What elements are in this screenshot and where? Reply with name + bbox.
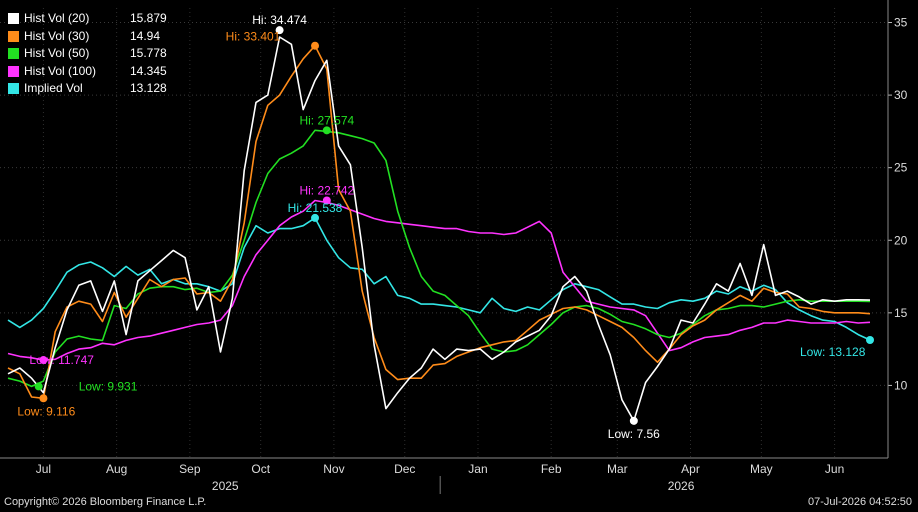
legend-series-name: Implied Vol [24,81,83,95]
legend-item: Hist Vol (50) 15.778 [8,45,167,63]
y-tick-label: 10 [894,378,908,392]
legend-series-name: Hist Vol (100) [24,63,97,78]
annotation-label: Hi: 21.538 [288,201,343,215]
series-line-2 [7,129,871,388]
annotation-dot [866,336,874,345]
legend-item: Implied Vol 13.128 [8,80,167,98]
annotation-dot [39,394,48,403]
annotation-label: Hi: 22.742 [299,183,354,197]
y-tick-label: 25 [894,161,908,175]
x-tick-label: Apr [681,462,700,476]
y-tick-label: 30 [894,88,908,102]
annotation-dot [322,126,331,135]
x-tick-label: Jan [468,462,487,476]
year-label: 2026 [668,479,695,493]
legend-series-value: 15.778 [130,46,167,60]
legend-series-value: 13.128 [130,81,167,95]
annotation-dot [39,356,48,365]
legend-swatch [8,83,19,95]
x-tick-label: Sep [179,462,201,476]
series-line-0 [7,36,871,422]
year-label: 2025 [212,479,239,493]
series-line-4 [7,217,871,341]
annotation-label: Low: 9.931 [79,379,138,393]
annotation-label: Hi: 27.574 [299,113,354,127]
x-tick-label: Jun [825,462,844,476]
x-tick-label: Feb [541,462,562,476]
legend-series-name: Hist Vol (50) [24,46,90,60]
annotation-dot [629,416,638,425]
series-lines [7,36,871,422]
chart-footer: Copyright© 2026 Bloomberg Finance L.P. 0… [0,492,918,512]
annotation-dot [311,41,320,50]
annotation-label: Low: 13.128 [800,345,866,359]
x-tick-label: Jul [36,462,51,476]
series-line-1 [7,44,871,400]
annotation-dot [322,196,331,205]
y-tick-label: 20 [894,233,908,247]
x-tick-label: May [750,462,773,476]
legend-series-name: Hist Vol (30) [24,28,90,43]
annotation-label: Low: 9.116 [17,404,75,418]
legend-item: Hist Vol (20) 15.879 [8,10,167,28]
annotation-label: Low: 11.747 [29,353,94,367]
x-tick-label: Oct [251,462,270,476]
annotation-dot [275,26,284,35]
chart-legend: Hist Vol (20) 15.879 Hist Vol (30) 14.94 His… [8,10,167,98]
legend-swatch [8,65,19,77]
legend-item: Hist Vol (30) 14.94 [8,28,167,46]
annotation-dot [311,213,320,222]
annotation-label: Low: 7.56 [608,427,660,441]
timestamp-text: 07-Jul-2026 04:52:50 [808,496,912,508]
legend-series-value: 15.879 [130,11,167,25]
annotation-dot [34,382,43,391]
y-tick-label: 15 [894,306,908,320]
legend-series-value: 14.94 [130,28,161,43]
y-tick-label: 35 [894,16,908,30]
legend-swatch [8,30,19,42]
annotation-markers: Hi: 34.474 Hi: 33.401 Hi: 27.574 Hi: 22.742… [17,13,874,441]
annotation-label: Hi: 34.474 [252,13,307,27]
legend-series-value: 14.345 [130,63,167,78]
legend-item: Hist Vol (100) 14.345 [8,63,167,81]
x-tick-label: Mar [607,462,628,476]
legend-swatch [8,48,19,60]
legend-swatch [8,13,19,25]
series-line-3 [7,199,871,361]
x-tick-label: Nov [323,462,344,476]
annotation-label: Hi: 33.401 [226,30,281,44]
copyright-text: Copyright© 2026 Bloomberg Finance L.P. [4,496,207,508]
x-tick-label: Dec [394,462,415,476]
legend-series-name: Hist Vol (20) [24,11,90,25]
x-tick-label: Aug [106,462,127,476]
